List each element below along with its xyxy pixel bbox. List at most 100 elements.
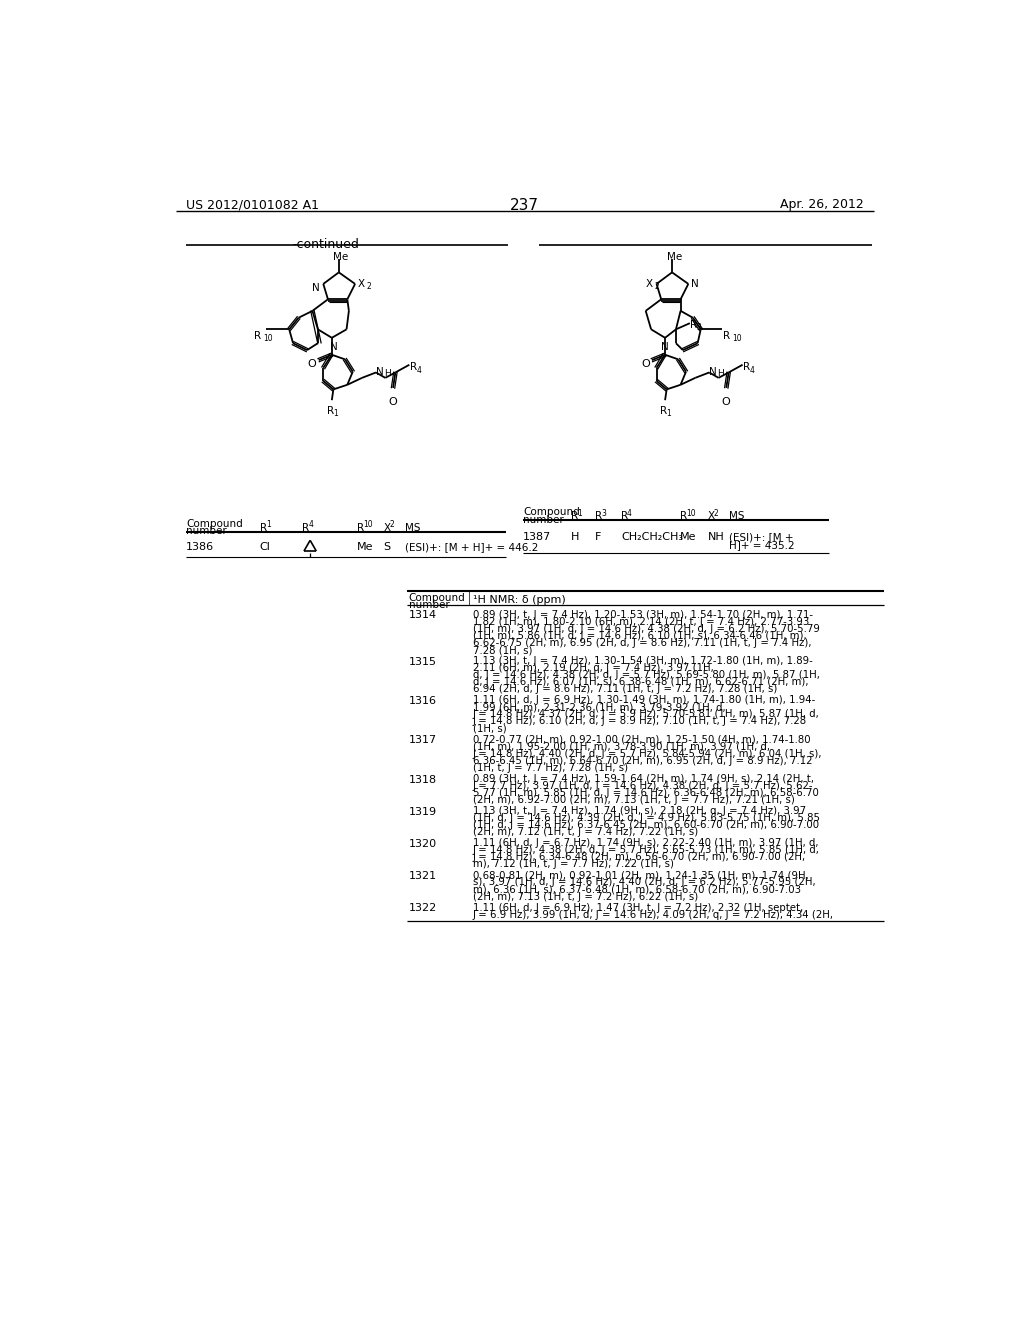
Text: X: X <box>708 511 715 521</box>
Text: J = 6.9 Hz), 3.99 (1H, d, J = 14.6 Hz), 4.09 (2H, q, J = 7.2 Hz), 4.34 (2H,: J = 6.9 Hz), 3.99 (1H, d, J = 14.6 Hz), … <box>473 909 834 920</box>
Text: 1318: 1318 <box>409 775 436 784</box>
Text: F: F <box>595 532 602 541</box>
Text: H: H <box>384 370 390 379</box>
Text: R: R <box>260 523 267 532</box>
Text: J = 14.8 Hz), 4.40 (2H, d, J = 5.7 Hz), 5.84-5.94 (2H, m), 6.04 (1H, s),: J = 14.8 Hz), 4.40 (2H, d, J = 5.7 Hz), … <box>473 748 822 759</box>
Text: m), 7.12 (1H, t, J = 7.7 Hz), 7.22 (1H, s): m), 7.12 (1H, t, J = 7.7 Hz), 7.22 (1H, … <box>473 859 674 870</box>
Text: R: R <box>680 511 687 521</box>
Text: 2: 2 <box>714 508 719 517</box>
Text: 5.77 (1H, m), 5.85 (1H, d, J = 14.6 Hz), 6.36-6.48 (2H, m), 6.58-6.70: 5.77 (1H, m), 5.85 (1H, d, J = 14.6 Hz),… <box>473 788 819 799</box>
Text: 0.72-0.77 (2H, m), 0.92-1.00 (2H, m), 1.25-1.50 (4H, m), 1.74-1.80: 0.72-0.77 (2H, m), 0.92-1.00 (2H, m), 1.… <box>473 734 811 744</box>
Text: 1.11 (6H, d, J = 6.9 Hz), 1.30-1.49 (3H, m), 1.74-1.80 (1H, m), 1.94-: 1.11 (6H, d, J = 6.9 Hz), 1.30-1.49 (3H,… <box>473 696 815 705</box>
Text: (ESI)+: [M + H]+ = 446.2: (ESI)+: [M + H]+ = 446.2 <box>406 543 539 552</box>
Text: R: R <box>356 523 364 532</box>
Text: H]+ = 435.2: H]+ = 435.2 <box>729 540 795 550</box>
Text: (1H, m), 5.86 (1H, d, J = 14.6 Hz), 6.10 (1H, s), 6.34-6.46 (1H, m),: (1H, m), 5.86 (1H, d, J = 14.6 Hz), 6.10… <box>473 631 807 642</box>
Text: N: N <box>690 280 698 289</box>
Text: number: number <box>186 527 227 536</box>
Text: 1386: 1386 <box>186 543 214 552</box>
Text: 4: 4 <box>308 520 313 529</box>
Text: 6.94 (2H, d, J = 8.6 Hz), 7.11 (1H, t, J = 7.2 Hz), 7.28 (1H, s): 6.94 (2H, d, J = 8.6 Hz), 7.11 (1H, t, J… <box>473 684 777 694</box>
Text: d, J = 14.6 Hz), 6.07 (1H, s), 6.38-6.48 (1H, m), 6.62-6.71 (2H, m),: d, J = 14.6 Hz), 6.07 (1H, s), 6.38-6.48… <box>473 677 808 688</box>
Text: R: R <box>328 407 334 416</box>
Text: (2H, m), 6.92-7.00 (2H, m), 7.13 (1H, t, J = 7.7 Hz), 7.21 (1H, s): (2H, m), 6.92-7.00 (2H, m), 7.13 (1H, t,… <box>473 795 795 805</box>
Text: 1: 1 <box>667 409 672 418</box>
Text: Compound: Compound <box>523 507 580 517</box>
Text: 0.89 (3H, t, J = 7.4 Hz), 1.59-1.64 (2H, m), 1.74 (9H, s), 2.14 (2H, t,: 0.89 (3H, t, J = 7.4 Hz), 1.59-1.64 (2H,… <box>473 774 814 784</box>
Text: 1387: 1387 <box>523 532 552 541</box>
Text: 3: 3 <box>601 508 606 517</box>
Text: R: R <box>595 511 602 521</box>
Text: 1.99 (6H, m), 2.31-2.36 (1H, m), 3.79-3.92 (1H, d,: 1.99 (6H, m), 2.31-2.36 (1H, m), 3.79-3.… <box>473 702 725 713</box>
Text: 0.89 (3H, t, J = 7.4 Hz), 1.20-1.53 (3H, m), 1.54-1.70 (2H, m), 1.71-: 0.89 (3H, t, J = 7.4 Hz), 1.20-1.53 (3H,… <box>473 610 813 619</box>
Text: 1: 1 <box>334 409 338 418</box>
Text: R: R <box>690 321 697 330</box>
Text: J = 7.7 Hz), 3.97 (1H, d, J = 14.6 Hz), 4.38 (2H, d, J = 5.7 Hz), 5.62-: J = 7.7 Hz), 3.97 (1H, d, J = 14.6 Hz), … <box>473 781 813 791</box>
Text: O: O <box>722 397 730 407</box>
Text: 2.11 (6H, m), 2.19 (2H, q, J = 7.4 Hz), 3.97 (1H,: 2.11 (6H, m), 2.19 (2H, q, J = 7.4 Hz), … <box>473 663 714 673</box>
Text: Me: Me <box>356 543 373 552</box>
Text: Cl: Cl <box>260 543 270 552</box>
Text: 1320: 1320 <box>409 840 436 849</box>
Text: ¹H NMR: δ (ppm): ¹H NMR: δ (ppm) <box>473 595 565 605</box>
Text: number: number <box>409 601 450 610</box>
Text: O: O <box>641 359 650 368</box>
Text: 10: 10 <box>362 520 373 529</box>
Text: 2: 2 <box>367 282 372 292</box>
Text: J = 14.8 Hz), 6.34-6.48 (2H, m), 6.56-6.70 (2H, m), 6.90-7.00 (2H,: J = 14.8 Hz), 6.34-6.48 (2H, m), 6.56-6.… <box>473 853 806 862</box>
Text: O: O <box>308 359 316 368</box>
Text: s), 3.97 (1H, d, J = 14.6 Hz), 4.40 (2H, d, J = 6.2 Hz), 5.77-5.95 (2H,: s), 3.97 (1H, d, J = 14.6 Hz), 4.40 (2H,… <box>473 878 815 887</box>
Text: 1319: 1319 <box>409 807 436 817</box>
Text: R: R <box>723 331 730 341</box>
Text: (ESI)+: [M +: (ESI)+: [M + <box>729 532 794 541</box>
Text: R: R <box>743 363 751 372</box>
Text: X: X <box>358 280 366 289</box>
Text: 1.13 (3H, t, J = 7.4 Hz), 1.74 (9H, s), 2.18 (2H, q, J = 7.4 Hz), 3.97: 1.13 (3H, t, J = 7.4 Hz), 1.74 (9H, s), … <box>473 807 806 816</box>
Text: 1.11 (6H, d, J = 6.7 Hz), 1.74 (9H, s), 2.22-2.40 (1H, m), 3.97 (1H, d,: 1.11 (6H, d, J = 6.7 Hz), 1.74 (9H, s), … <box>473 838 818 849</box>
Text: MS: MS <box>406 523 421 532</box>
Text: Me: Me <box>680 532 696 541</box>
Text: J = 14.8 Hz), 4.38 (2H, d, J = 5.7 Hz), 5.65-5.73 (1H, m), 5.85 (1H, d,: J = 14.8 Hz), 4.38 (2H, d, J = 5.7 Hz), … <box>473 845 820 855</box>
Text: H: H <box>717 370 724 379</box>
Text: 10: 10 <box>263 334 272 343</box>
Text: (1H, d, J = 14.6 Hz), 4.39 (2H, d, J = 4.9 Hz), 5.63-5.75 (1H, m), 5.85: (1H, d, J = 14.6 Hz), 4.39 (2H, d, J = 4… <box>473 813 820 824</box>
Text: N: N <box>331 342 338 351</box>
Text: 1.13 (3H, t, J = 7.4 Hz), 1.30-1.54 (3H, m), 1.72-1.80 (1H, m), 1.89-: 1.13 (3H, t, J = 7.4 Hz), 1.30-1.54 (3H,… <box>473 656 813 667</box>
Text: 4: 4 <box>750 366 755 375</box>
Text: 1317: 1317 <box>409 735 436 746</box>
Text: (2H, m), 7.13 (1H, t, J = 7.2 Hz), 6.22 (1H, s): (2H, m), 7.13 (1H, t, J = 7.2 Hz), 6.22 … <box>473 891 698 902</box>
Text: H: H <box>571 532 580 541</box>
Text: 2: 2 <box>390 520 394 529</box>
Text: R: R <box>571 511 579 521</box>
Text: 6.36-6.45 (1H, m), 6.64-6.70 (2H, m), 6.95 (2H, d, J = 8.9 Hz), 7.12: 6.36-6.45 (1H, m), 6.64-6.70 (2H, m), 6.… <box>473 756 812 766</box>
Text: MS: MS <box>729 511 744 521</box>
Text: 7.28 (1H, s): 7.28 (1H, s) <box>473 645 532 655</box>
Text: 1.11 (6H, d, J = 6.9 Hz), 1.47 (3H, t, J = 7.2 Hz), 2.32 (1H, septet,: 1.11 (6H, d, J = 6.9 Hz), 1.47 (3H, t, J… <box>473 903 803 912</box>
Text: NH: NH <box>708 532 724 541</box>
Text: 10: 10 <box>732 334 741 343</box>
Text: (2H, m), 7.12 (1H, t, J = 7.4 Hz), 7.22 (1H, s): (2H, m), 7.12 (1H, t, J = 7.4 Hz), 7.22 … <box>473 828 698 837</box>
Text: R: R <box>254 331 261 341</box>
Text: 1316: 1316 <box>409 696 436 706</box>
Text: (1H, s): (1H, s) <box>473 723 507 734</box>
Text: number: number <box>523 515 564 525</box>
Text: O: O <box>388 397 397 407</box>
Text: X: X <box>646 280 653 289</box>
Text: J = 14.8 Hz), 6.10 (2H, d, J = 8.9 Hz), 7.10 (1H, t, J = 7.4 Hz), 7.28: J = 14.8 Hz), 6.10 (2H, d, J = 8.9 Hz), … <box>473 717 807 726</box>
Text: 1315: 1315 <box>409 657 436 667</box>
Text: 237: 237 <box>510 198 540 214</box>
Text: R: R <box>410 363 417 372</box>
Text: Compound: Compound <box>186 519 243 529</box>
Text: 10: 10 <box>686 508 695 517</box>
Text: 4: 4 <box>417 366 421 375</box>
Text: 0.68-0.81 (2H, m), 0.92-1.01 (2H, m), 1.24-1.35 (1H, m), 1.74 (9H,: 0.68-0.81 (2H, m), 0.92-1.01 (2H, m), 1.… <box>473 870 809 880</box>
Text: CH₂CH₂CH₃: CH₂CH₂CH₃ <box>621 532 683 541</box>
Text: 1322: 1322 <box>409 903 437 913</box>
Text: X: X <box>384 523 391 532</box>
Text: (1H, m), 3.97 (1H, d, J = 14.6 Hz), 4.38 (2H, d, J = 6.2 Hz), 5.70-5.79: (1H, m), 3.97 (1H, d, J = 14.6 Hz), 4.38… <box>473 624 820 634</box>
Text: Me: Me <box>667 252 682 263</box>
Text: R: R <box>302 523 309 532</box>
Text: Me: Me <box>334 252 348 263</box>
Text: 1: 1 <box>578 508 583 517</box>
Text: N: N <box>312 284 321 293</box>
